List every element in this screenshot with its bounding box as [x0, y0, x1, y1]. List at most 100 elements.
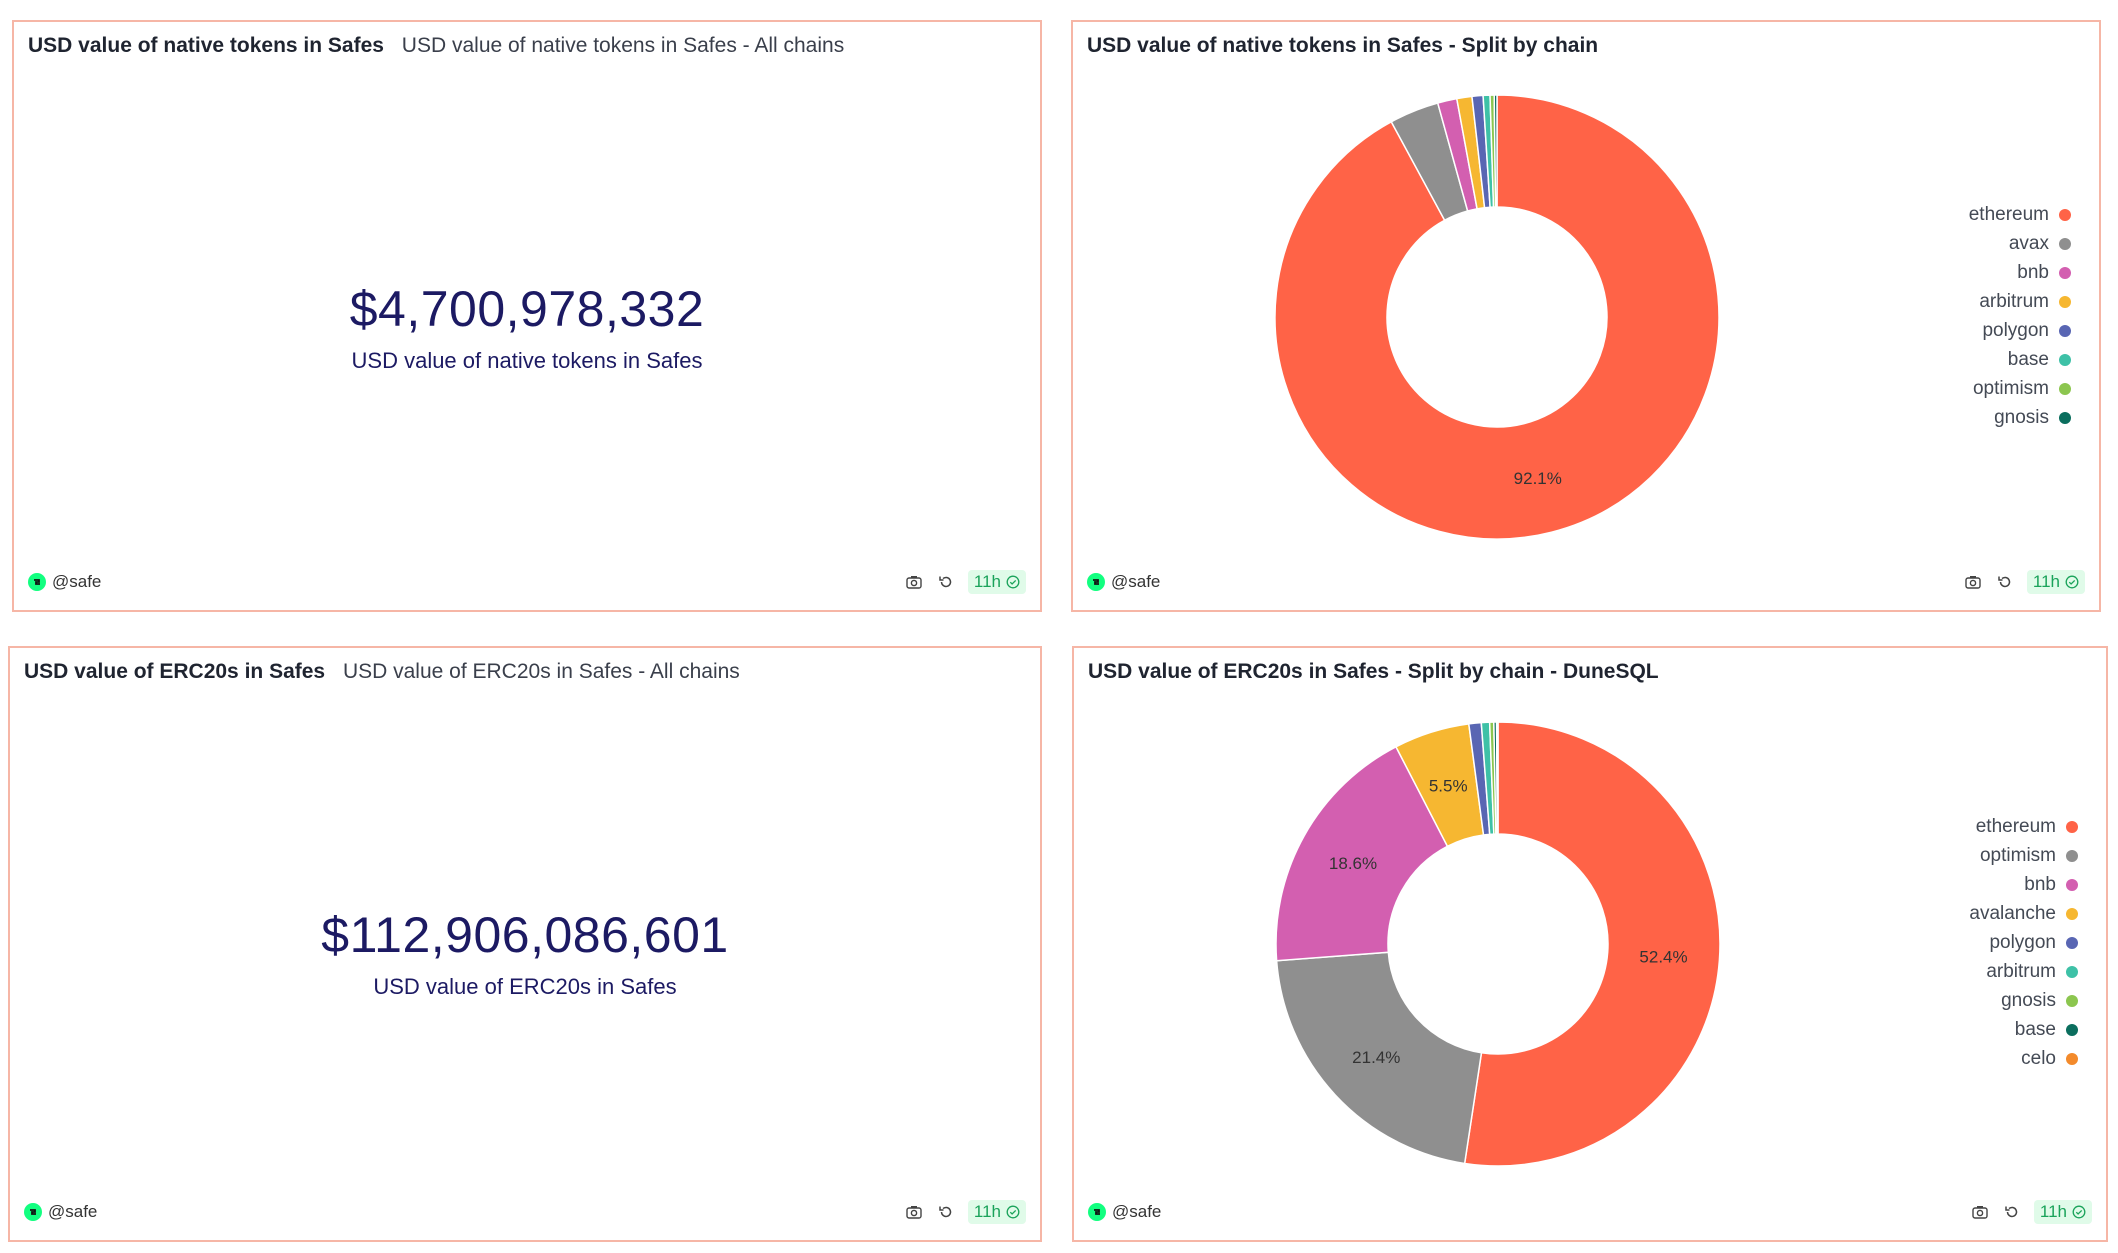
- owner-link[interactable]: @safe: [1088, 1202, 1161, 1222]
- legend-label: ethereum: [1968, 203, 2049, 225]
- legend-label: arbitrum: [1979, 290, 2049, 312]
- legend-swatch: [2066, 820, 2078, 833]
- legend-swatch: [2066, 965, 2078, 978]
- camera-icon[interactable]: [904, 1202, 924, 1222]
- legend-label: optimism: [1979, 844, 2056, 866]
- avatar: [1087, 573, 1105, 591]
- refresh-icon[interactable]: [936, 572, 956, 592]
- legend-label: ethereum: [1975, 815, 2056, 837]
- owner-link[interactable]: @safe: [28, 572, 101, 592]
- legend-item-arbitrum[interactable]: arbitrum: [1969, 957, 2078, 986]
- panel-tools: 11h: [904, 1200, 1026, 1224]
- legend-label: avax: [2008, 232, 2049, 254]
- legend-item-optimism[interactable]: optimism: [1969, 374, 2071, 403]
- legend-label: polygon: [1989, 931, 2056, 953]
- avatar: [24, 1203, 42, 1221]
- panel-subtitle: USD value of ERC20s in Safes - All chain…: [342, 660, 740, 683]
- owner-name: @safe: [1112, 1202, 1162, 1221]
- panel-footer: @safe 11h: [28, 570, 1026, 596]
- refresh-icon[interactable]: [2002, 1202, 2022, 1222]
- pie-slice-gnosis[interactable]: [1493, 94, 1498, 208]
- legend-item-optimism[interactable]: optimism: [1969, 841, 2078, 870]
- freshness-badge[interactable]: 11h: [967, 1200, 1026, 1224]
- legend-item-base[interactable]: base: [1969, 345, 2071, 374]
- counter: $112,906,086,601 USD value of ERC20s in …: [10, 906, 1040, 1000]
- slice-label-avalanche: 5.5%: [1429, 777, 1468, 796]
- camera-icon[interactable]: [904, 572, 924, 592]
- legend-label: base: [2007, 348, 2049, 370]
- refresh-icon[interactable]: [936, 1202, 956, 1222]
- avatar: [28, 573, 46, 591]
- legend-swatch: [2059, 208, 2071, 221]
- legend-swatch: [2066, 994, 2078, 1007]
- owner-name: @safe: [48, 1202, 98, 1221]
- legend-label: base: [2014, 1018, 2056, 1040]
- panel-header: USD value of native tokens in Safes - Sp…: [1087, 34, 2085, 58]
- legend-swatch: [2066, 1052, 2078, 1065]
- panel-title[interactable]: USD value of native tokens in Safes: [28, 34, 384, 57]
- legend-item-ethereum[interactable]: ethereum: [1969, 812, 2078, 841]
- legend-item-gnosis[interactable]: gnosis: [1969, 986, 2078, 1015]
- legend-item-bnb[interactable]: bnb: [1969, 258, 2071, 287]
- legend-item-polygon[interactable]: polygon: [1969, 928, 2078, 957]
- owner-link[interactable]: @safe: [24, 1202, 97, 1222]
- legend-label: avalanche: [1969, 902, 2056, 924]
- legend-swatch: [2066, 1023, 2078, 1036]
- check-circle-icon: [2072, 1205, 2086, 1219]
- legend-swatch: [2066, 936, 2078, 949]
- native-chart-legend: ethereum avax bnb arbitrum polygon base optimi…: [1969, 200, 2071, 432]
- freshness-text: 11h: [973, 1202, 1001, 1221]
- erc20-counter-panel: USD value of ERC20s in Safes USD value o…: [8, 646, 1042, 1242]
- freshness-text: 11h: [973, 572, 1001, 591]
- legend-item-arbitrum[interactable]: arbitrum: [1969, 287, 2071, 316]
- panel-footer: @safe 11h: [24, 1200, 1026, 1226]
- slice-label-bnb: 18.6%: [1329, 854, 1377, 873]
- freshness-badge[interactable]: 11h: [2026, 570, 2085, 594]
- legend-swatch: [2066, 849, 2078, 862]
- counter: $4,700,978,332 USD value of native token…: [14, 280, 1040, 374]
- panel-footer: @safe 11h: [1087, 570, 2085, 596]
- legend-item-celo[interactable]: celo: [1969, 1044, 2078, 1073]
- owner-link[interactable]: @safe: [1087, 572, 1160, 592]
- native-counter-panel: USD value of native tokens in Safes USD …: [12, 20, 1042, 612]
- counter-label: USD value of native tokens in Safes: [351, 348, 703, 373]
- avatar: [1088, 1203, 1106, 1221]
- legend-item-polygon[interactable]: polygon: [1969, 316, 2071, 345]
- legend-item-avax[interactable]: avax: [1969, 229, 2071, 258]
- legend-item-avalanche[interactable]: avalanche: [1969, 899, 2078, 928]
- legend-label: celo: [2021, 1047, 2056, 1069]
- slice-label-ethereum: 92.1%: [1514, 469, 1562, 488]
- refresh-icon[interactable]: [1995, 572, 2015, 592]
- check-circle-icon: [1006, 1205, 1020, 1219]
- pie-slice-optimism[interactable]: [1275, 951, 1483, 1165]
- pie-slice-bnb[interactable]: [1275, 745, 1449, 962]
- pie-slice-ethereum[interactable]: [1463, 721, 1721, 1167]
- panel-tools: 11h: [1970, 1200, 2092, 1224]
- legend-item-ethereum[interactable]: ethereum: [1969, 200, 2071, 229]
- camera-icon[interactable]: [1970, 1202, 1990, 1222]
- legend-label: arbitrum: [1986, 960, 2056, 982]
- pie-slice-celo[interactable]: [1495, 721, 1499, 835]
- counter-value: $112,906,086,601: [321, 907, 729, 963]
- slice-label-optimism: 21.4%: [1352, 1048, 1400, 1067]
- panel-title[interactable]: USD value of ERC20s in Safes: [24, 660, 326, 683]
- native-pie-panel: USD value of native tokens in Safes - Sp…: [1071, 20, 2101, 612]
- legend-label: bnb: [2017, 261, 2049, 283]
- panel-title[interactable]: USD value of native tokens in Safes - Sp…: [1087, 34, 1599, 57]
- panel-tools: 11h: [904, 570, 1026, 594]
- erc20-donut-chart: 52.4% 21.4% 18.6% 5.5%: [1275, 721, 1721, 1167]
- freshness-text: 11h: [2039, 1202, 2067, 1221]
- legend-item-gnosis[interactable]: gnosis: [1969, 403, 2071, 432]
- camera-icon[interactable]: [1963, 572, 1983, 592]
- owner-name: @safe: [1111, 572, 1161, 591]
- pie-slice-ethereum[interactable]: [1274, 94, 1720, 540]
- panel-footer: @safe 11h: [1088, 1200, 2092, 1226]
- legend-item-bnb[interactable]: bnb: [1969, 870, 2078, 899]
- freshness-badge[interactable]: 11h: [2033, 1200, 2092, 1224]
- legend-swatch: [2066, 907, 2078, 920]
- counter-value: $4,700,978,332: [349, 281, 705, 337]
- legend-label: gnosis: [1994, 406, 2049, 428]
- freshness-badge[interactable]: 11h: [967, 570, 1026, 594]
- panel-title[interactable]: USD value of ERC20s in Safes - Split by …: [1088, 660, 1659, 683]
- legend-item-base[interactable]: base: [1969, 1015, 2078, 1044]
